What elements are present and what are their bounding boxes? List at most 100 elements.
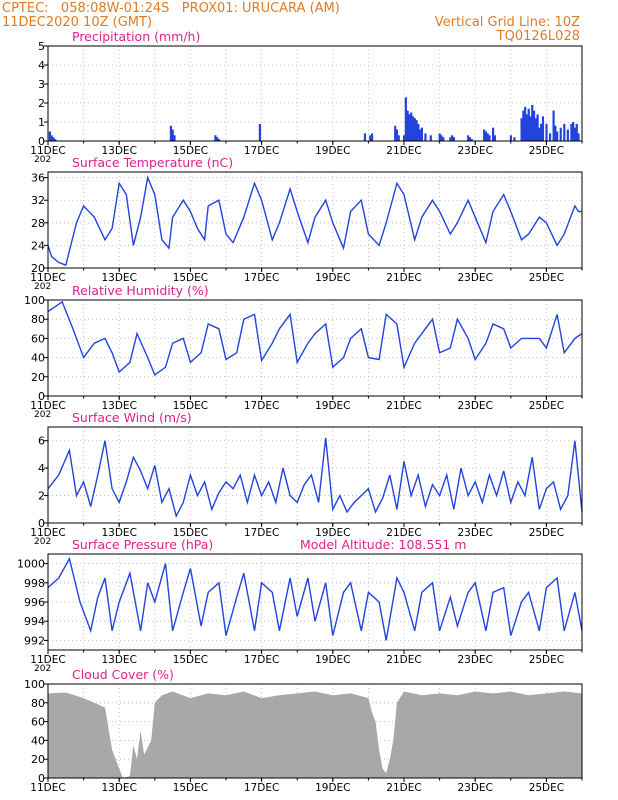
precip-bar xyxy=(214,135,217,141)
precip-bar xyxy=(527,108,530,141)
precip-bar xyxy=(363,133,367,141)
x-tick-label: 19DEC xyxy=(315,782,350,794)
x-tick-label: 19DEC xyxy=(315,527,350,539)
precip-bar xyxy=(573,127,577,141)
precip-bar xyxy=(452,137,456,141)
precip-bar xyxy=(552,110,555,141)
precip-bar xyxy=(468,137,472,141)
x-tick-label: 15DEC xyxy=(173,782,208,794)
x-tick-label: 15DEC xyxy=(173,527,208,539)
x-year-label-truncated: 202 xyxy=(34,155,51,165)
x-tick-label: 13DEC xyxy=(101,145,136,157)
precip-bar xyxy=(258,123,262,141)
precip-bar xyxy=(532,110,536,141)
precip-bar xyxy=(541,116,545,141)
panel-pressure: 992 994 996 998 1000 11DEC 13DEC 15DEC 17DEC 19DE… xyxy=(17,537,583,674)
x-tick-label: 15DEC xyxy=(173,654,208,666)
precip-bar xyxy=(570,123,573,141)
precip-bar xyxy=(54,139,57,141)
precip-bar xyxy=(451,135,454,141)
precip-bar xyxy=(52,137,55,141)
precip-bar xyxy=(559,127,562,141)
x-tick-label: 25DEC xyxy=(529,272,564,284)
x-tick-label: 17DEC xyxy=(244,145,279,157)
precip-bar xyxy=(492,127,495,141)
x-tick-label: 25DEC xyxy=(529,782,564,794)
cloud-cover-area xyxy=(48,691,582,778)
panel-humidity: 0 20 40 60 80 100 11DEC 13DEC 15DEC 17DEC 19DEC 21D… xyxy=(24,283,583,420)
precip-bar xyxy=(538,127,541,141)
y-tick-label: 0 xyxy=(38,390,45,403)
precip-bar xyxy=(173,135,176,141)
x-tick-label: 23DEC xyxy=(457,145,492,157)
y-tick-label: 998 xyxy=(24,577,45,590)
precip-bar xyxy=(513,137,516,141)
precip-bar xyxy=(417,123,420,141)
x-tick-label: 13DEC xyxy=(101,782,136,794)
panel-temperature: 20 24 28 32 36 11DEC 13DEC 15DEC 17DEC 19DEC 21DEC… xyxy=(30,155,583,292)
wind-line xyxy=(47,437,583,519)
panel-frame xyxy=(47,683,583,779)
precip-bar xyxy=(415,120,418,141)
x-tick-label: 13DEC xyxy=(101,654,136,666)
y-tick-label: 40 xyxy=(31,734,45,747)
precip-bar xyxy=(217,139,221,141)
y-tick-label: 994 xyxy=(24,615,45,628)
precip-bar xyxy=(563,123,566,141)
y-tick-label: 6 xyxy=(38,435,45,448)
x-tick-label: 17DEC xyxy=(244,272,279,284)
temperature-line xyxy=(47,175,582,267)
y-tick-label: 5 xyxy=(38,40,45,53)
y-tick-label: 0 xyxy=(38,135,45,148)
panel-title: Surface Wind (m/s) xyxy=(72,410,192,425)
y-tick-label: 20 xyxy=(31,371,45,384)
y-tick-label: 80 xyxy=(31,697,45,710)
x-tick-label: 17DEC xyxy=(244,527,279,539)
x-tick-label: 15DEC xyxy=(173,272,208,284)
y-tick-label: 24 xyxy=(31,239,45,252)
precip-bar xyxy=(438,133,441,141)
y-tick-label: 996 xyxy=(24,596,45,609)
precip-bar xyxy=(419,129,422,141)
x-tick-label: 21DEC xyxy=(386,272,421,284)
precip-bar xyxy=(369,135,372,141)
precip-bar xyxy=(424,133,427,141)
model-altitude-label: Model Altitude: 108.551 m xyxy=(300,537,466,552)
y-tick-label: 20 xyxy=(31,753,45,766)
y-tick-label: 32 xyxy=(31,194,45,207)
x-tick-label: 11DEC xyxy=(30,272,65,284)
x-tick-label: 23DEC xyxy=(457,527,492,539)
x-year-label-truncated: 202 xyxy=(34,664,51,674)
precip-bar xyxy=(522,110,525,141)
x-tick-label: 19DEC xyxy=(315,145,350,157)
x-tick-label: 17DEC xyxy=(244,782,279,794)
precip-bar xyxy=(48,131,51,141)
precip-bar xyxy=(440,135,443,141)
precip-bar xyxy=(449,137,452,141)
x-tick-label: 23DEC xyxy=(457,782,492,794)
y-tick-label: 2 xyxy=(38,490,45,503)
x-tick-label: 25DEC xyxy=(529,527,564,539)
y-tick-label: 80 xyxy=(31,313,45,326)
humidity-line xyxy=(47,300,583,376)
x-tick-label: 11DEC xyxy=(30,782,65,794)
precip-bar xyxy=(406,110,409,141)
precip-bar xyxy=(50,135,53,141)
x-tick-label: 13DEC xyxy=(101,527,136,539)
x-tick-label: 19DEC xyxy=(315,400,350,412)
precip-bar xyxy=(509,135,512,141)
panel-frame xyxy=(47,45,583,142)
y-tick-label: 3 xyxy=(38,78,45,91)
precip-bar xyxy=(529,116,532,141)
x-tick-label: 15DEC xyxy=(173,400,208,412)
x-tick-label: 11DEC xyxy=(30,654,65,666)
precip-bar xyxy=(395,129,399,141)
x-tick-label: 19DEC xyxy=(315,272,350,284)
y-tick-label: 60 xyxy=(31,332,45,345)
x-tick-label: 23DEC xyxy=(457,654,492,666)
precip-bar xyxy=(575,123,578,141)
precip-bar xyxy=(397,135,400,141)
x-tick-label: 21DEC xyxy=(386,527,421,539)
y-tick-label: 60 xyxy=(31,716,45,729)
